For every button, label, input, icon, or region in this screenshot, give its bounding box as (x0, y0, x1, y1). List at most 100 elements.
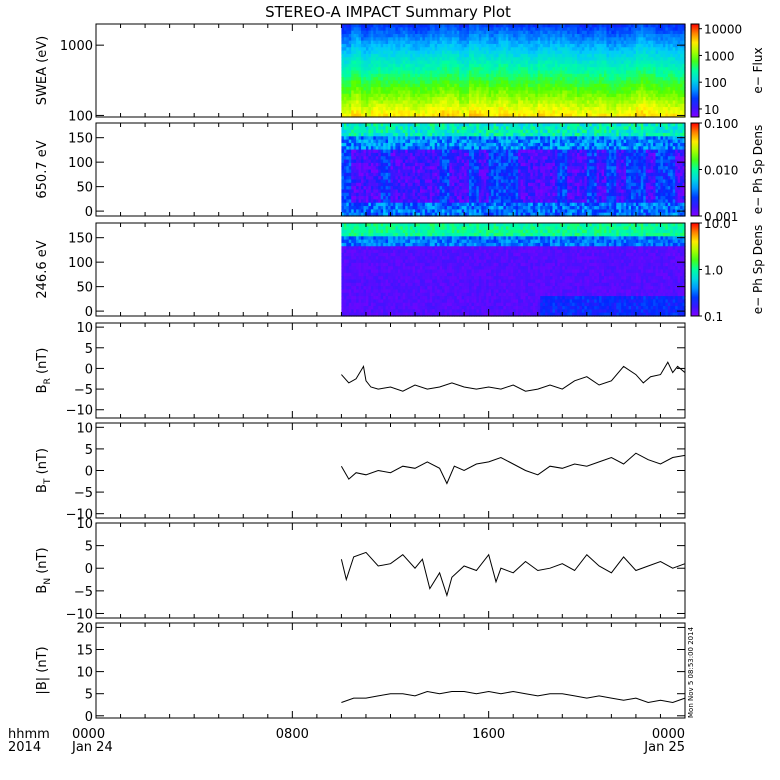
heatmap-cell (498, 40, 502, 45)
heatmap-cell (370, 129, 374, 134)
heatmap-cell (601, 47, 605, 52)
heatmap-cell (378, 90, 382, 95)
heatmap-cell (456, 103, 460, 108)
heatmap-cell (383, 126, 387, 131)
heatmap-cell (591, 77, 595, 82)
heatmap-cell (554, 93, 558, 98)
heatmap-cell (370, 63, 374, 68)
heatmap-cell (427, 186, 431, 191)
heatmap-cell (486, 50, 490, 55)
heatmap-cell (341, 129, 345, 134)
heatmap-cell (400, 77, 404, 82)
heatmap-cell (392, 126, 396, 131)
heatmap-cell (356, 186, 360, 191)
heatmap-cell (672, 67, 676, 72)
heatmap-cell (503, 43, 507, 48)
heatmap-cell (638, 100, 642, 105)
heatmap-cell (351, 73, 355, 78)
heatmap-cell (550, 80, 554, 85)
heatmap-cell (363, 129, 367, 134)
heatmap-cell (567, 93, 571, 98)
heatmap-cell (559, 47, 563, 52)
heatmap-cell (584, 113, 588, 118)
heatmap-cell (356, 60, 360, 65)
heatmap-cell (559, 110, 563, 115)
heatmap-cell (574, 50, 578, 55)
heatmap-cell (535, 103, 539, 108)
heatmap-cell (631, 77, 635, 82)
heatmap-cell (515, 60, 519, 65)
heatmap-cell (662, 37, 666, 42)
heatmap-cell (361, 156, 365, 161)
heatmap-cell (375, 87, 379, 92)
heatmap-cell (417, 53, 421, 58)
heatmap-cell (402, 60, 406, 65)
heatmap-cell (594, 110, 598, 115)
heatmap-cell (415, 152, 419, 157)
heatmap-cell (459, 77, 463, 82)
heatmap-cell (417, 132, 421, 137)
heatmap-cell (380, 182, 384, 187)
heatmap-cell (498, 77, 502, 82)
heatmap-cell (577, 27, 581, 32)
heatmap-cell (574, 33, 578, 38)
heatmap-cell (343, 33, 347, 38)
heatmap-cell (392, 162, 396, 167)
heatmap-cell (481, 27, 485, 32)
heatmap-cell (653, 43, 657, 48)
heatmap-cell (407, 199, 411, 204)
heatmap-cell (596, 100, 600, 105)
heatmap-cell (633, 113, 637, 118)
heatmap-cell (562, 60, 566, 65)
heatmap-cell (400, 110, 404, 115)
heatmap-cell (594, 77, 598, 82)
heatmap-cell (348, 63, 352, 68)
heatmap-cell (361, 182, 365, 187)
heatmap-cell (596, 113, 600, 118)
heatmap-cell (488, 67, 492, 72)
heatmap-cell (596, 60, 600, 65)
heatmap-cell (446, 47, 450, 52)
heatmap-cell (540, 43, 544, 48)
heatmap-cell (623, 80, 627, 85)
heatmap-cell (459, 63, 463, 68)
heatmap-cell (365, 53, 370, 58)
heatmap-cell (429, 110, 433, 115)
heatmap-cell (419, 123, 423, 127)
heatmap-cell (660, 100, 664, 105)
heatmap-cell (579, 77, 583, 82)
heatmap-cell (392, 80, 396, 85)
heatmap-cell (346, 123, 350, 127)
heatmap-cell (503, 47, 507, 52)
heatmap-cell (473, 110, 477, 115)
heatmap-cell (348, 30, 352, 35)
heatmap-cell (415, 53, 419, 58)
heatmap-cell (385, 139, 389, 144)
heatmap-cell (618, 24, 622, 28)
heatmap-cell (527, 37, 531, 42)
heatmap-cell (574, 63, 578, 68)
heatmap-cell (380, 103, 384, 108)
heatmap-cell (601, 27, 605, 32)
heatmap-cell (348, 67, 352, 72)
heatmap-cell (564, 63, 568, 68)
heatmap-cell (650, 113, 654, 118)
heatmap-cell (478, 24, 482, 28)
heatmap-cell (594, 83, 598, 88)
heatmap-cell (574, 103, 578, 108)
heatmap-cell (454, 113, 458, 118)
heatmap-cell (380, 107, 384, 111)
heatmap-cell (682, 53, 686, 58)
heatmap-cell (606, 43, 610, 48)
heatmap-cell (422, 172, 426, 177)
heatmap-cell (658, 103, 662, 108)
heatmap-cell (422, 113, 426, 118)
heatmap-cell (581, 110, 585, 115)
heatmap-cell (373, 129, 377, 134)
heatmap-cell (645, 24, 649, 28)
heatmap-cell (589, 33, 593, 38)
heatmap-cell (388, 113, 392, 118)
heatmap-cell (574, 43, 578, 48)
heatmap-cell (567, 57, 571, 62)
heatmap-cell (341, 43, 345, 48)
